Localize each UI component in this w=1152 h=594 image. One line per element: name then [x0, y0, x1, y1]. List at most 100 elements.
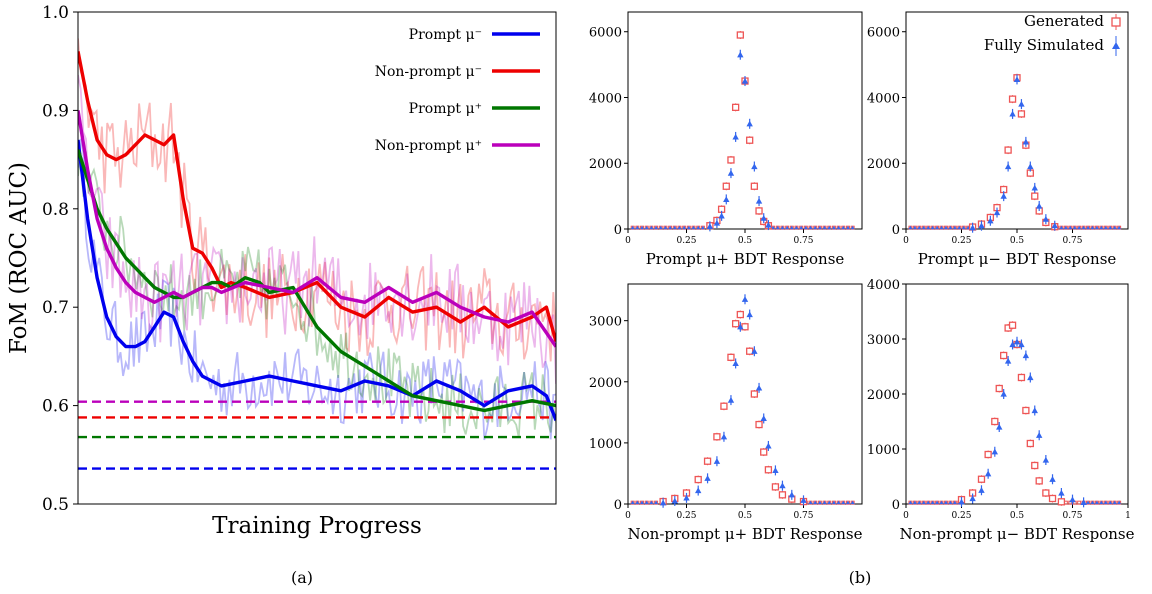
simulated-tail-point: [771, 225, 776, 230]
simulated-tail-point: [1077, 225, 1082, 230]
noisy-trace-prompt: [78, 138, 556, 441]
simulated-tail-point: [850, 500, 855, 505]
simulated-tail-point: [1063, 225, 1068, 230]
x-tick-label: 0.75: [793, 511, 813, 521]
simulated-point: [751, 348, 758, 354]
simulated-tail-point: [917, 500, 922, 505]
series-line-prompt: [78, 139, 556, 422]
simulated-point: [1042, 456, 1050, 463]
y-tick-label: 2000: [867, 157, 900, 172]
simulated-tail-point: [921, 225, 926, 230]
simulated-tail-point: [1086, 500, 1091, 505]
simulated-tail-point: [813, 225, 818, 230]
simulated-tail-point: [682, 225, 687, 230]
simulated-point: [1036, 202, 1043, 209]
simulated-tail-point: [696, 225, 701, 230]
simulated-point: [1022, 352, 1030, 359]
legend-label-prompt: Prompt μ⁻: [409, 27, 482, 43]
panel-a-frame: [77, 11, 557, 505]
y-tick-label: 0: [892, 223, 900, 238]
simulated-point: [755, 197, 763, 204]
y-tick-label: 2000: [867, 388, 900, 403]
simulated-point: [695, 487, 702, 494]
x-axis-label: Prompt μ+ BDT Response: [646, 250, 845, 268]
simulated-point: [755, 384, 763, 391]
generated-point: [736, 31, 744, 39]
simulated-point: [1018, 341, 1025, 348]
x-tick-label: 0.25: [951, 511, 971, 521]
y-tick-label: 0: [614, 498, 622, 513]
generated-point: [727, 353, 735, 361]
x-tick-label: 0.75: [1062, 511, 1082, 521]
panel-b-legend: Generated Fully Simulated: [984, 12, 1121, 56]
simulated-tail-point: [775, 225, 780, 230]
legend-label-prompt: Prompt μ⁺: [409, 101, 482, 117]
bdt-chart-prompt-bdt-response: 0 0.25 0.5 0.75 0 2000 4000 6000 Prompt μ− BDT R…: [867, 11, 1129, 268]
simulated-tail-point: [952, 225, 957, 230]
x-tick-label: 1: [1125, 511, 1131, 521]
simulated-point: [1027, 163, 1034, 170]
simulated-point: [760, 415, 767, 422]
simulated-tail-point: [1094, 225, 1099, 230]
simulated-point: [713, 458, 721, 464]
simulated-tail-point: [908, 225, 913, 230]
simulated-point: [751, 163, 758, 170]
chart-frame: [627, 283, 863, 505]
simulated-tail-point: [1117, 500, 1122, 505]
simulated-point: [720, 433, 728, 440]
y-tick-label: 0.9: [42, 101, 69, 121]
simulated-tail-point: [672, 225, 677, 230]
x-tick-label: 0.25: [951, 236, 971, 246]
x-tick-label: 0.5: [1010, 511, 1025, 521]
simulated-point: [1013, 338, 1021, 345]
simulated-tail-point: [1090, 500, 1095, 505]
simulated-tail-point: [649, 225, 654, 230]
generated-point: [778, 491, 787, 499]
simulated-tail-point: [1103, 500, 1108, 505]
simulated-tail-point: [836, 225, 841, 230]
simulated-tail-point: [677, 225, 682, 230]
y-tick-label: 6000: [867, 26, 900, 41]
simulated-tail-point: [1059, 225, 1064, 230]
y-tick-label: 0: [892, 498, 900, 513]
simulated-point: [1009, 341, 1016, 348]
x-tick-label: 0.25: [676, 511, 696, 521]
simulated-tail-point: [943, 500, 948, 505]
y-tick-label: 2000: [589, 157, 622, 172]
legend-generated-marker: [1111, 17, 1121, 27]
simulated-tail-point: [1094, 500, 1099, 505]
generated-point: [991, 417, 999, 426]
bdt-chart-prompt-bdt-response: 0 0.25 0.5 0.75 0 2000 4000 6000 Prompt μ+ BDT R…: [589, 11, 863, 268]
generated-point: [1031, 192, 1039, 200]
simulated-tail-point: [831, 225, 836, 230]
simulated-point: [1027, 374, 1034, 381]
simulated-point: [969, 495, 976, 502]
simulated-tail-point: [912, 500, 917, 505]
simulated-tail-point: [930, 500, 935, 505]
x-tick-label: 0: [903, 511, 909, 521]
simulated-point: [727, 169, 735, 176]
y-tick-label: 6000: [589, 26, 622, 41]
simulated-tail-point: [1099, 225, 1104, 230]
simulated-tail-point: [794, 225, 799, 230]
simulated-tail-point: [640, 500, 645, 505]
simulated-tail-point: [649, 500, 654, 505]
x-tick-label: 0.75: [793, 236, 813, 246]
simulated-tail-point: [930, 225, 935, 230]
simulated-tail-point: [668, 225, 673, 230]
simulated-point: [659, 499, 667, 506]
series-line-prompt: [78, 149, 556, 413]
simulated-tail-point: [841, 500, 846, 505]
generated-point: [1031, 461, 1039, 470]
simulated-point: [765, 221, 772, 228]
simulated-point: [1031, 184, 1038, 191]
simulated-tail-point: [817, 225, 822, 230]
simulated-point: [788, 491, 795, 498]
y-tick-label: 1000: [589, 437, 622, 452]
simulated-tail-point: [691, 225, 696, 230]
simulated-tail-point: [1099, 500, 1104, 505]
simulated-tail-point: [1112, 500, 1117, 505]
simulated-tail-point: [961, 225, 966, 230]
x-axis-label: Prompt μ− BDT Response: [918, 250, 1117, 268]
